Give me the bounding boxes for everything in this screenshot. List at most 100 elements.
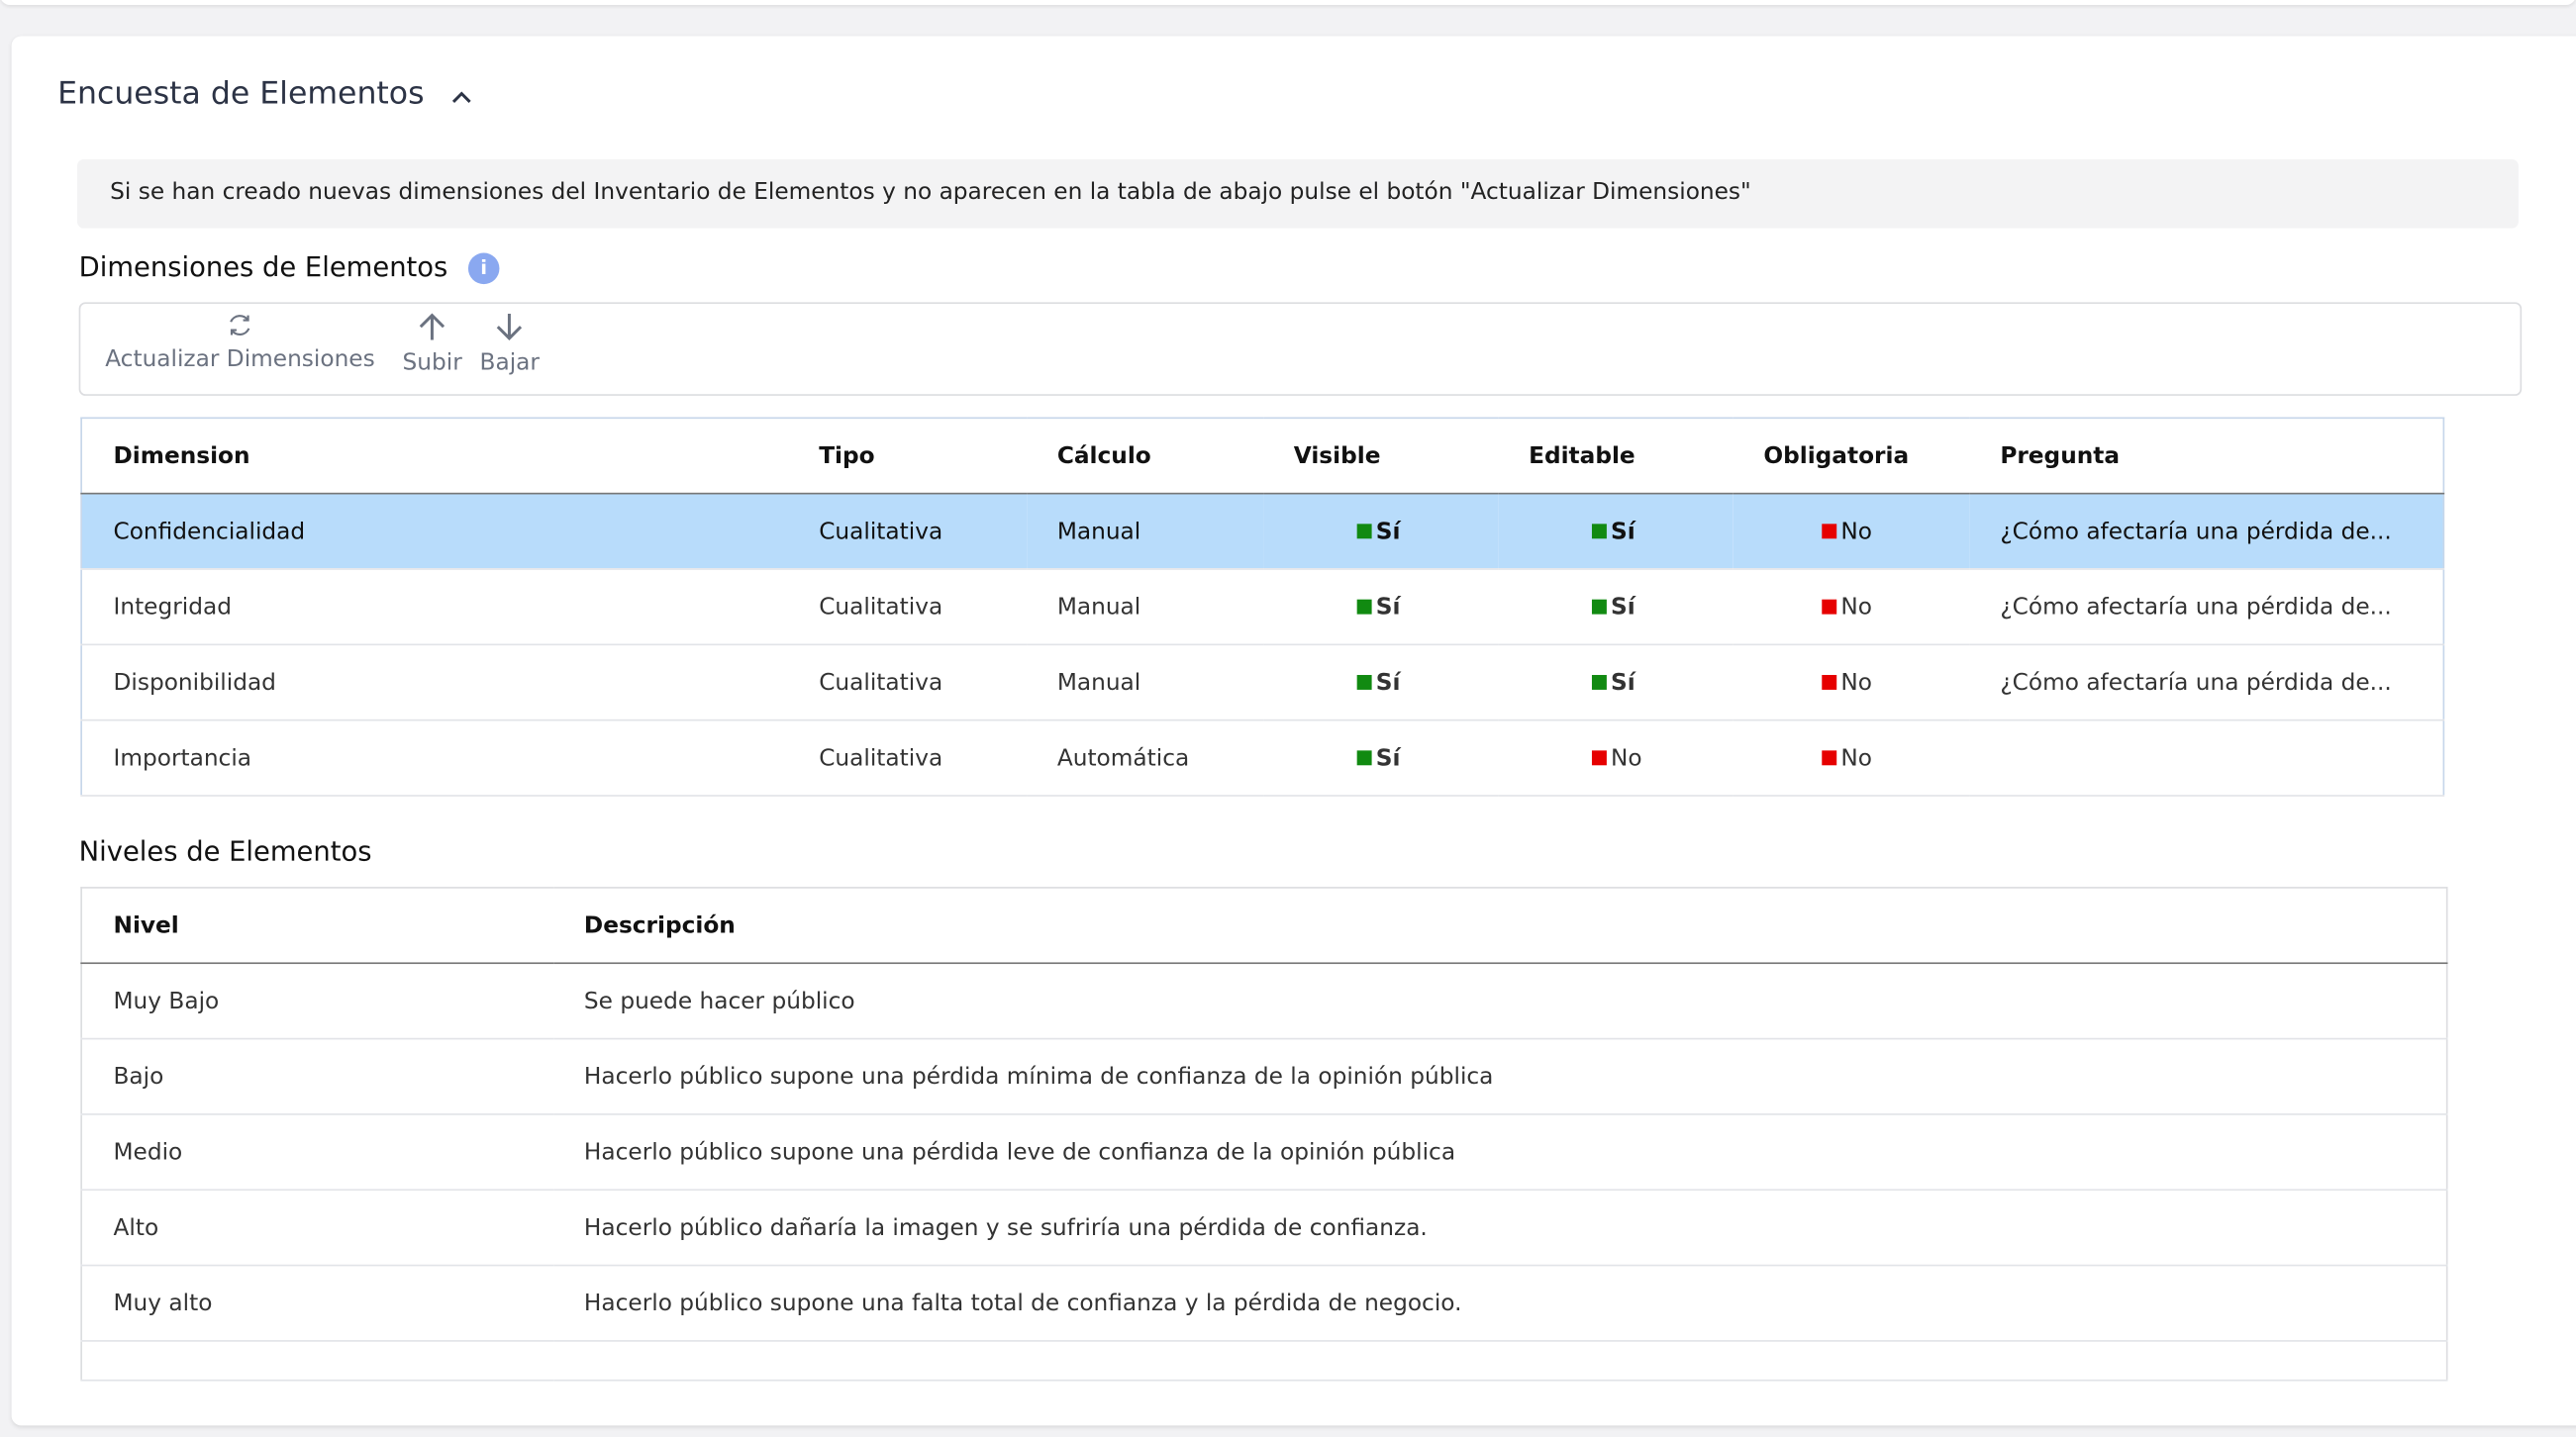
table-cell: Sí [1497, 644, 1733, 721]
column-header[interactable]: Cálculo [1026, 418, 1263, 495]
table-cell: Sí [1262, 644, 1498, 721]
table-cell: Manual [1026, 568, 1263, 646]
status-square [1591, 598, 1607, 614]
table-cell: No [1732, 568, 1969, 646]
collapse-toggle[interactable] [450, 85, 473, 108]
table-cell: Hacerlo público dañaría la imagen y se s… [552, 1190, 2447, 1267]
status-label: No [1840, 593, 1872, 621]
table-cell: Manual [1026, 644, 1263, 721]
table-cell: Cualitativa [787, 493, 1027, 570]
status-square [1591, 674, 1607, 690]
status-label: No [1840, 669, 1872, 696]
status-square [1355, 523, 1371, 538]
status-square [1591, 523, 1607, 538]
table-cell: Sí [1497, 568, 1733, 646]
status-square [1821, 674, 1836, 690]
table-cell: Cualitativa [787, 568, 1027, 646]
table-cell: Se puede hacer público [552, 963, 2447, 1040]
table-cell: Sí [1497, 493, 1733, 570]
previous-card [0, 0, 2576, 5]
status-label: No [1840, 518, 1872, 545]
status-label: Sí [1375, 518, 1401, 545]
button-label: Bajar [479, 349, 540, 377]
table-cell: Importancia [81, 719, 788, 797]
table-cell: ¿Cómo afectaría una pérdida de... [1968, 493, 2444, 570]
up-button[interactable]: Subir [403, 311, 462, 376]
toolbar: Actualizar Dimensiones Subir Bajar [78, 302, 2523, 396]
status-square [1821, 523, 1836, 538]
refresh-button[interactable]: Actualizar Dimensiones [105, 311, 375, 373]
table-row[interactable]: Medio Hacerlo público supone una pérdida … [81, 1113, 2447, 1192]
status-square [1355, 749, 1371, 765]
table-cell: Cualitativa [787, 644, 1027, 721]
table-cell: Sí [1262, 493, 1498, 570]
levels-table: Nivel Descripción Muy Bajo Se puede hacer p… [80, 887, 2448, 1382]
table-row[interactable]: Importancia Cualitativa Automática Sí No No [81, 719, 2444, 797]
section-title: Niveles de Elementos [78, 835, 372, 868]
panel-title: Encuesta de Elementos [57, 75, 425, 112]
button-label: Actualizar Dimensiones [105, 346, 375, 373]
table-row[interactable]: Bajo Hacerlo público supone una pérdida m… [81, 1038, 2447, 1115]
status-label: Sí [1375, 593, 1401, 621]
status-square [1821, 598, 1836, 614]
table-cell: Medio [81, 1113, 553, 1192]
table-cell: No [1732, 719, 1969, 797]
table-cell [81, 1340, 2447, 1382]
table-cell: Sí [1262, 719, 1498, 797]
column-header[interactable]: Dimension [81, 418, 788, 495]
column-header[interactable]: Visible [1262, 418, 1498, 495]
table-cell: Hacerlo público supone una falta total d… [552, 1265, 2447, 1342]
table-cell: Hacerlo público supone una pérdida leve … [552, 1113, 2447, 1192]
status-square [1355, 598, 1371, 614]
table-row[interactable]: Disponibilidad Cualitativa Manual Sí Sí No ¿Có… [81, 644, 2444, 721]
table-row[interactable]: Integridad Cualitativa Manual Sí Sí No ¿Cómo a… [81, 568, 2444, 646]
column-header[interactable]: Descripción [552, 887, 2447, 965]
status-label: Sí [1375, 669, 1401, 696]
notice-text: Si se han creado nuevas dimensiones del … [110, 178, 1751, 206]
table-cell: No [1732, 493, 1969, 570]
column-header[interactable]: Editable [1497, 418, 1733, 495]
down-button[interactable]: Bajar [480, 311, 540, 376]
table-cell: Bajo [81, 1038, 553, 1115]
header-row: Dimension Tipo Cálculo Visible Editable Oblig… [81, 418, 2444, 495]
section-title: Dimensiones de Elementos [78, 250, 448, 283]
info-icon[interactable]: i [467, 252, 500, 285]
table-row[interactable]: Alto Hacerlo público dañaría la imagen y … [81, 1190, 2447, 1267]
header-row: Nivel Descripción [81, 887, 2447, 965]
column-header[interactable]: Pregunta [1968, 418, 2444, 495]
table-cell: Muy Bajo [81, 963, 553, 1040]
empty-row [81, 1340, 2447, 1382]
table-cell: Disponibilidad [81, 644, 788, 721]
table-cell: Hacerlo público supone una pérdida mínim… [552, 1038, 2447, 1115]
table-cell: Manual [1026, 493, 1263, 570]
column-header[interactable]: Tipo [787, 418, 1027, 495]
table-cell: ¿Cómo afectaría una pérdida de... [1968, 568, 2444, 646]
table-cell: No [1497, 719, 1733, 797]
status-label: No [1611, 744, 1642, 772]
table-cell: Confidencialidad [81, 493, 788, 570]
status-label: No [1840, 744, 1872, 772]
status-square [1591, 749, 1607, 765]
table-row[interactable]: Muy Bajo Se puede hacer público [81, 963, 2447, 1040]
status-label: Sí [1375, 744, 1401, 772]
table-cell: Sí [1262, 568, 1498, 646]
column-header[interactable]: Nivel [81, 887, 553, 965]
table-cell: ¿Cómo afectaría una pérdida de... [1968, 644, 2444, 721]
table-cell: Integridad [81, 568, 788, 646]
table-cell: No [1732, 644, 1969, 721]
notice: Si se han creado nuevas dimensiones del … [76, 158, 2519, 229]
table-cell [1968, 719, 2444, 797]
table-cell: Cualitativa [787, 719, 1027, 797]
table-row[interactable]: Confidencialidad Cualitativa Manual Sí Sí No ¿… [81, 493, 2444, 570]
dimensions-table: Dimension Tipo Cálculo Visible Editable Oblig… [80, 417, 2445, 797]
table-row[interactable]: Muy alto Hacerlo público supone una falta… [81, 1265, 2447, 1342]
column-header[interactable]: Obligatoria [1732, 418, 1969, 495]
table-cell: Alto [81, 1190, 553, 1267]
button-label: Subir [402, 349, 462, 377]
status-label: Sí [1611, 518, 1635, 545]
table-cell: Automática [1026, 719, 1263, 797]
status-label: Sí [1611, 669, 1635, 696]
status-label: Sí [1611, 593, 1635, 621]
table-cell: Muy alto [81, 1265, 553, 1342]
